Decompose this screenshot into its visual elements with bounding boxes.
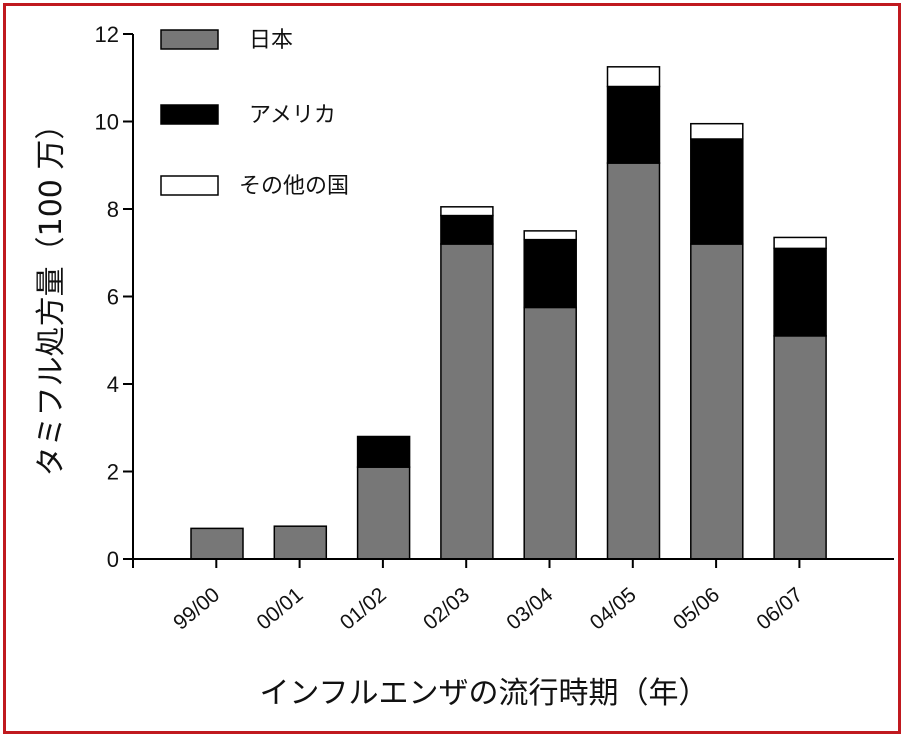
bar-06-07-series-0: [773, 335, 827, 560]
y-tick-label: 10: [95, 110, 119, 135]
x-tick-label: 00/01: [252, 583, 307, 634]
x-tick-label: 02/03: [419, 583, 474, 634]
y-tick-label: 4: [107, 372, 119, 397]
y-tick-label: 2: [107, 460, 119, 485]
bar-05-06-series-0: [690, 243, 744, 560]
bar-04-05-series-1: [606, 85, 661, 164]
y-axis-title: タミフル処方量（100 万）: [34, 110, 69, 477]
x-axis: 99/00 00/01 01/02 02/03 03/04 04/05 05/06 06/07: [132, 558, 894, 635]
legend-swatch: [160, 29, 219, 50]
bar-01-02-series-0: [356, 466, 411, 560]
bar-03-04-series-0: [523, 306, 577, 560]
bar-06-07-series-2: [773, 236, 827, 250]
legend-label: その他の国: [239, 174, 349, 199]
x-tick-label: 99/00: [169, 583, 224, 634]
bar-04-05-series-0: [606, 162, 661, 560]
x-tick-label: 05/06: [669, 583, 724, 634]
x-tick-label: 04/05: [586, 583, 641, 634]
stacked-bar-chart: 0 2 4 6 8 10 12 99/00 00/01 01/02 02/03 03/04 04/05…: [34, 22, 894, 711]
bar-02-03-series-0: [440, 243, 494, 560]
legend-label: 日本: [249, 28, 293, 53]
bar-00-01-series-0: [273, 525, 328, 560]
legend-swatch: [160, 104, 219, 125]
bar-05-06-series-2: [690, 122, 744, 140]
y-tick-label: 6: [107, 285, 119, 310]
plot-area: [190, 66, 827, 560]
y-tick-label: 0: [107, 547, 119, 572]
y-axis: 0 2 4 6 8 10 12: [95, 22, 134, 572]
bar-99-00-series-0: [190, 527, 244, 560]
bar-03-04-series-1: [523, 238, 577, 309]
x-axis-title: インフルエンザの流行時期（年）: [259, 676, 708, 711]
x-tick-label: 06/07: [752, 583, 807, 634]
bar-02-03-series-2: [440, 206, 494, 217]
x-tick-label: 03/04: [502, 583, 557, 635]
bar-01-02-series-1: [356, 435, 411, 468]
bar-03-04-series-2: [523, 230, 577, 241]
legend-label: アメリカ: [249, 103, 336, 128]
bar-05-06-series-1: [690, 138, 744, 245]
legend-swatch: [160, 175, 219, 196]
bar-02-03-series-1: [440, 214, 494, 245]
y-tick-label: 12: [95, 22, 119, 47]
y-tick-label: 8: [107, 197, 119, 222]
bar-04-05-series-2: [606, 66, 661, 88]
chart-frame: 0 2 4 6 8 10 12 99/00 00/01 01/02 02/03 03/04 04/05…: [3, 3, 901, 734]
x-tick-label: 01/02: [336, 583, 391, 634]
bar-06-07-series-1: [773, 247, 827, 337]
